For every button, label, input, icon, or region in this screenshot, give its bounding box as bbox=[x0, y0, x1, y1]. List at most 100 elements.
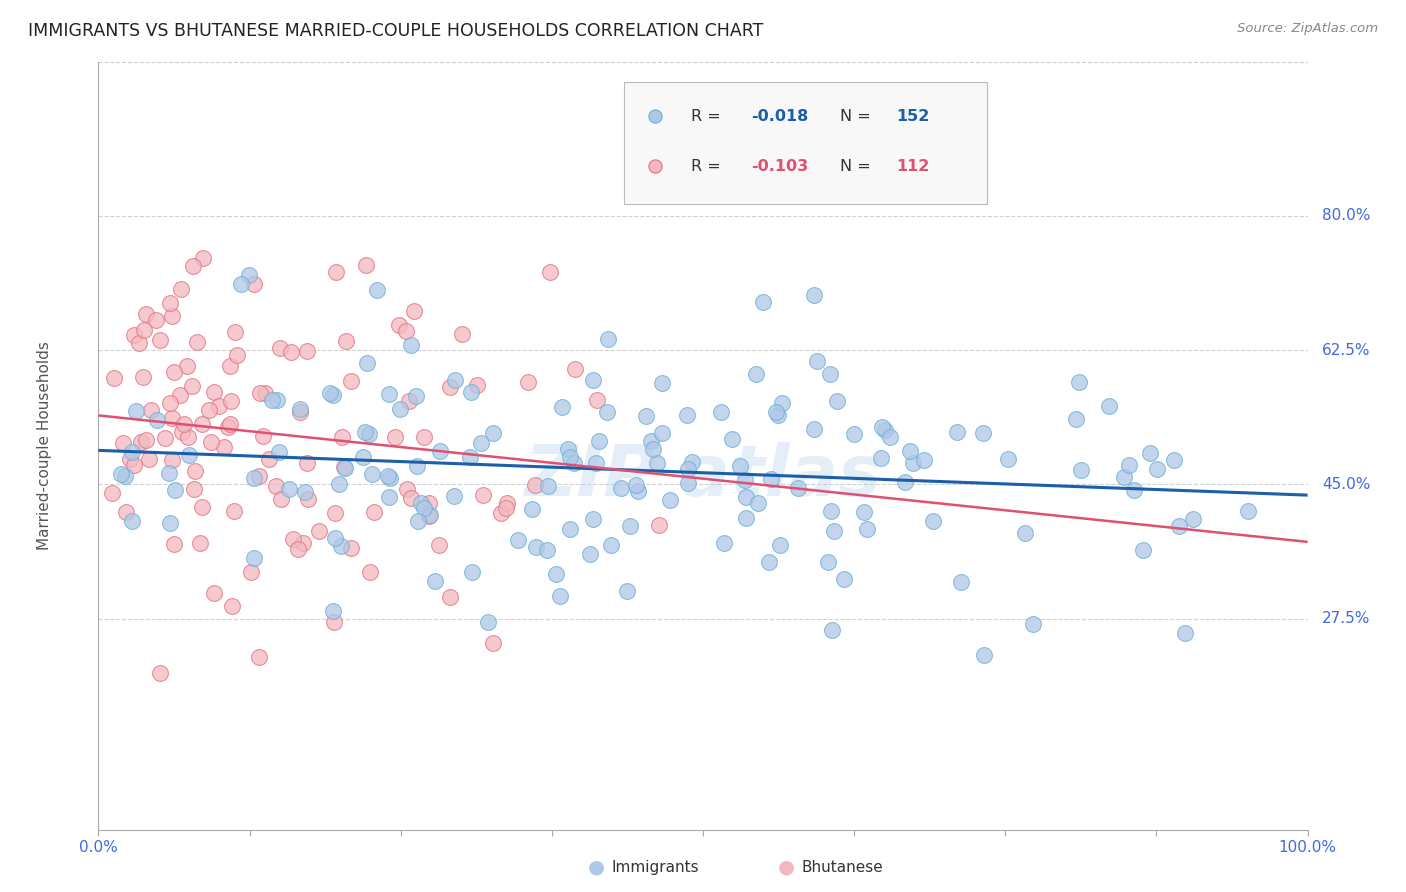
Point bbox=[340, 541, 363, 556]
Text: -0.018: -0.018 bbox=[751, 109, 808, 124]
Point bbox=[340, 374, 363, 388]
Point bbox=[582, 373, 605, 387]
Point bbox=[118, 452, 141, 467]
Point bbox=[482, 425, 505, 440]
Point bbox=[419, 508, 441, 522]
Point bbox=[163, 365, 186, 379]
Point bbox=[225, 348, 247, 362]
Point bbox=[219, 417, 242, 432]
Point bbox=[827, 393, 849, 408]
Point bbox=[378, 386, 401, 401]
Point bbox=[734, 491, 756, 505]
Text: Source: ZipAtlas.com: Source: ZipAtlas.com bbox=[1237, 22, 1378, 36]
Point bbox=[378, 471, 401, 485]
Point bbox=[495, 496, 517, 510]
Text: R =: R = bbox=[690, 109, 725, 124]
Point bbox=[458, 450, 481, 465]
Point bbox=[323, 506, 346, 520]
Point bbox=[128, 336, 150, 351]
Point bbox=[856, 522, 879, 536]
Point bbox=[389, 401, 412, 416]
Point bbox=[585, 456, 607, 470]
Point bbox=[384, 429, 406, 443]
Text: -0.103: -0.103 bbox=[751, 159, 808, 174]
Point bbox=[173, 417, 195, 431]
Point bbox=[100, 485, 122, 500]
Point bbox=[295, 344, 318, 359]
Point bbox=[288, 402, 311, 417]
Point bbox=[243, 277, 266, 292]
Point bbox=[1067, 375, 1090, 389]
Point bbox=[879, 430, 901, 444]
Point bbox=[359, 565, 381, 579]
Point bbox=[162, 411, 184, 425]
Point bbox=[404, 304, 426, 318]
Point bbox=[131, 369, 153, 384]
Point bbox=[644, 159, 666, 173]
Point bbox=[319, 385, 342, 400]
Point bbox=[399, 337, 422, 351]
Point bbox=[322, 615, 344, 630]
Point bbox=[817, 555, 839, 569]
Point bbox=[172, 425, 194, 439]
Point bbox=[170, 282, 193, 296]
Point bbox=[418, 508, 440, 523]
Point bbox=[471, 488, 494, 502]
Point bbox=[820, 504, 842, 518]
Point bbox=[122, 328, 145, 343]
Point bbox=[295, 456, 318, 470]
Point bbox=[221, 599, 243, 613]
Point bbox=[1174, 625, 1197, 640]
Point bbox=[333, 459, 356, 474]
Point bbox=[596, 332, 619, 346]
Point bbox=[202, 586, 225, 600]
Point bbox=[728, 459, 751, 474]
Point bbox=[110, 467, 132, 481]
Text: 45.0%: 45.0% bbox=[1322, 477, 1371, 491]
Point bbox=[412, 501, 434, 516]
Point bbox=[599, 538, 621, 552]
Point bbox=[922, 514, 945, 528]
Point bbox=[1167, 519, 1189, 533]
Point bbox=[641, 442, 664, 456]
Point bbox=[761, 472, 783, 486]
Point bbox=[330, 430, 353, 444]
Point bbox=[283, 532, 305, 546]
Point bbox=[159, 295, 181, 310]
Point bbox=[229, 277, 252, 292]
Point bbox=[557, 442, 579, 456]
Point bbox=[184, 464, 207, 478]
Point bbox=[676, 476, 699, 491]
Point bbox=[443, 373, 465, 387]
Point bbox=[333, 460, 356, 475]
Point bbox=[636, 409, 658, 423]
Point bbox=[247, 468, 270, 483]
Point bbox=[734, 473, 756, 487]
FancyBboxPatch shape bbox=[624, 81, 987, 204]
Point bbox=[212, 440, 235, 454]
Point bbox=[190, 500, 212, 514]
Point bbox=[111, 436, 134, 450]
Point bbox=[526, 540, 548, 554]
Point bbox=[477, 615, 499, 629]
Point bbox=[322, 387, 344, 401]
Point bbox=[627, 484, 650, 499]
Point bbox=[260, 392, 283, 407]
Point bbox=[769, 538, 792, 552]
Point bbox=[377, 469, 399, 483]
Point bbox=[582, 512, 605, 526]
Text: 152: 152 bbox=[897, 109, 929, 124]
Point bbox=[820, 624, 842, 638]
Point bbox=[429, 443, 451, 458]
Point bbox=[357, 426, 380, 441]
Point bbox=[395, 324, 418, 338]
Point bbox=[1118, 458, 1140, 472]
Text: ●: ● bbox=[778, 857, 794, 877]
Point bbox=[682, 455, 704, 469]
Text: 112: 112 bbox=[897, 159, 929, 174]
Point bbox=[460, 384, 482, 399]
Point bbox=[1181, 512, 1204, 526]
Point bbox=[323, 531, 346, 545]
Point bbox=[169, 388, 191, 402]
Point bbox=[842, 427, 865, 442]
